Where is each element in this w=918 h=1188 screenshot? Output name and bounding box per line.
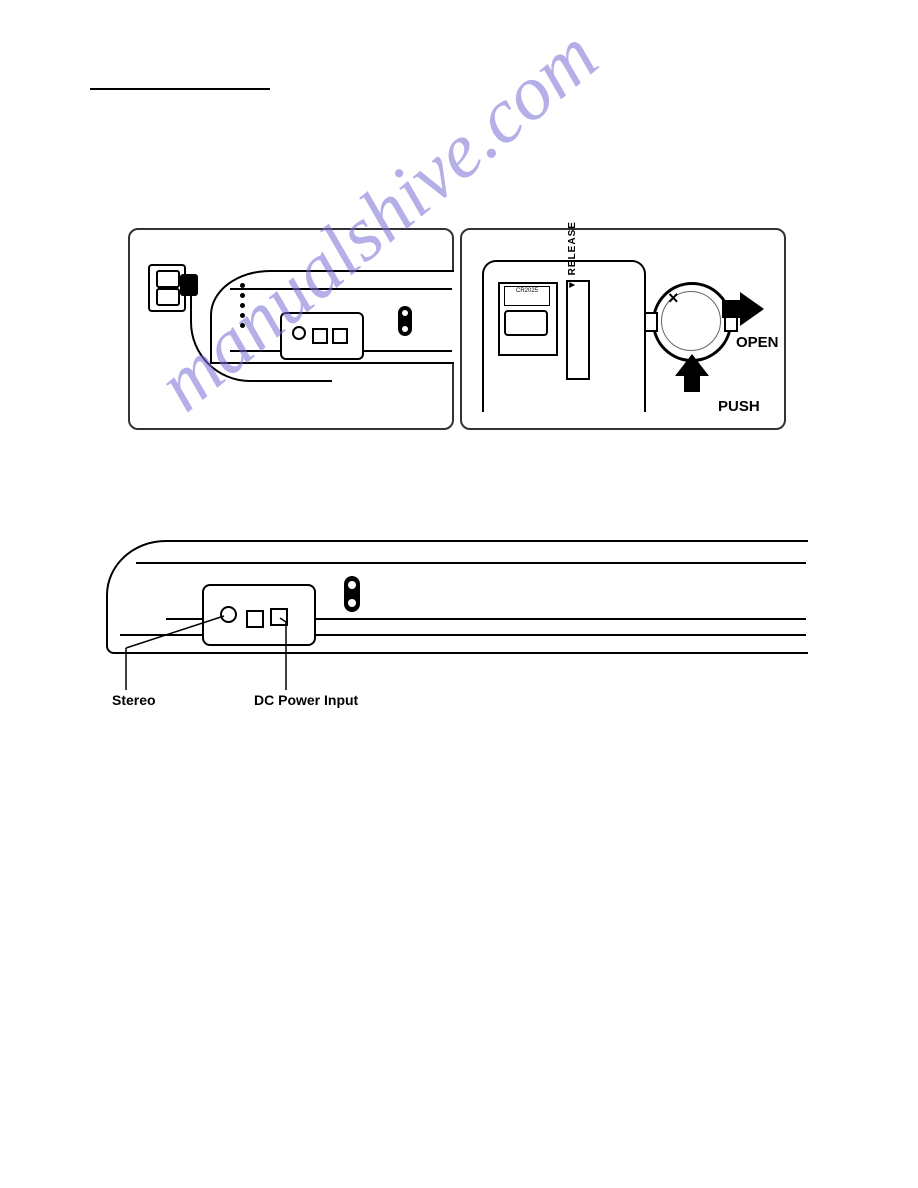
figure-remote-battery: CR2025 ▼ RELEASE × OPEN PUSH <box>460 228 786 430</box>
rear-port-panel-large <box>202 584 316 646</box>
battery-tray-detail <box>504 310 548 336</box>
mount-slot-icon <box>398 306 412 336</box>
push-label: PUSH <box>718 398 760 415</box>
speaker-grille-dots <box>240 278 245 333</box>
dc-power-label: DC Power Input <box>254 692 358 708</box>
coin-battery-icon <box>652 282 732 362</box>
mount-slot-large-icon <box>344 576 360 612</box>
port-optical-icon <box>312 328 328 344</box>
release-label: ▼ RELEASE <box>567 210 578 290</box>
figure-rear-ports <box>106 540 806 690</box>
dc-port-icon <box>270 608 288 626</box>
open-label: OPEN <box>736 334 779 351</box>
battery-clip-left <box>644 312 658 332</box>
optical-port-icon <box>246 610 264 628</box>
battery-model-label: CR2025 <box>504 286 550 306</box>
soundbar-trim-top <box>136 562 806 564</box>
battery-polarity-mark: × <box>668 288 679 309</box>
stereo-label: Stereo <box>112 692 156 708</box>
port-jack-icon <box>292 326 306 340</box>
stereo-jack-icon <box>220 606 237 623</box>
figure-power-connection <box>128 228 454 430</box>
port-dc-icon <box>332 328 348 344</box>
rear-port-panel <box>280 312 364 360</box>
section-underline <box>90 88 270 90</box>
release-latch <box>566 280 590 380</box>
